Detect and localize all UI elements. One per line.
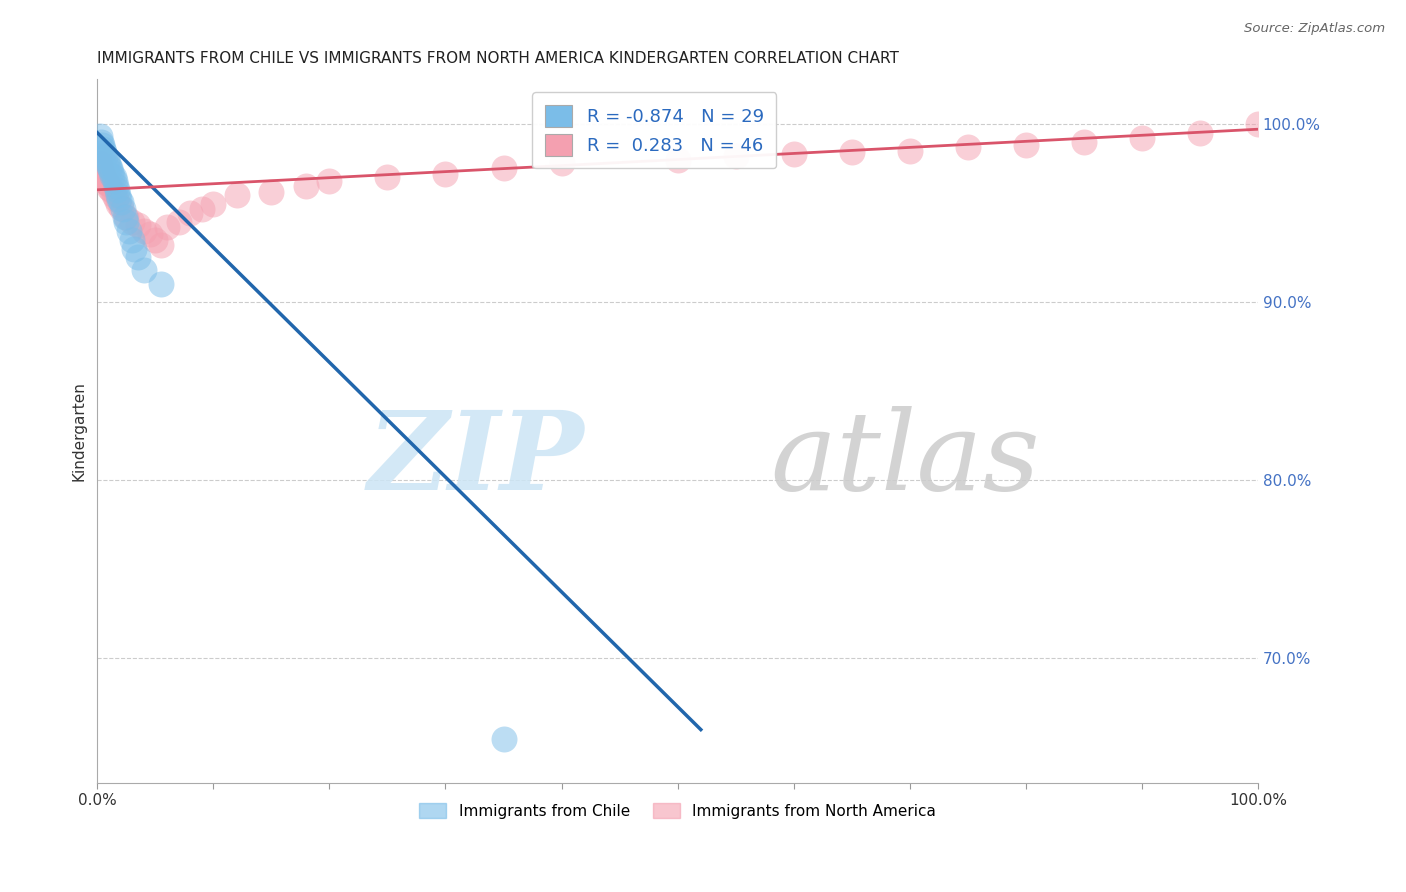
Legend: Immigrants from Chile, Immigrants from North America: Immigrants from Chile, Immigrants from N… <box>413 797 942 825</box>
Point <box>101 169 124 183</box>
Point <box>100 183 122 197</box>
Point <box>179 206 201 220</box>
Text: ZIP: ZIP <box>368 406 585 513</box>
Point <box>91 142 114 156</box>
Point <box>956 140 979 154</box>
Point <box>93 170 115 185</box>
Point <box>115 210 138 224</box>
Point <box>97 160 120 174</box>
Point <box>121 233 143 247</box>
Point <box>107 197 129 211</box>
Point <box>145 233 167 247</box>
Point <box>96 176 118 190</box>
Point <box>434 167 457 181</box>
Point <box>97 178 120 192</box>
Point <box>90 161 112 176</box>
Point <box>89 156 111 170</box>
Point <box>492 731 515 746</box>
Point <box>898 144 921 158</box>
Point <box>666 153 689 167</box>
Point <box>492 161 515 176</box>
Point <box>105 183 128 197</box>
Point <box>104 179 127 194</box>
Point <box>1130 131 1153 145</box>
Point <box>115 215 138 229</box>
Point <box>150 277 173 292</box>
Point <box>103 170 125 185</box>
Point <box>97 181 120 195</box>
Point <box>111 202 134 217</box>
Point <box>87 149 110 163</box>
Point <box>91 165 114 179</box>
Point <box>225 188 247 202</box>
Point <box>124 242 146 256</box>
Point <box>110 195 132 210</box>
Point <box>91 169 114 183</box>
Point <box>94 174 117 188</box>
Text: IMMIGRANTS FROM CHILE VS IMMIGRANTS FROM NORTH AMERICA KINDERGARTEN CORRELATION : IMMIGRANTS FROM CHILE VS IMMIGRANTS FROM… <box>97 51 900 66</box>
Point <box>97 156 120 170</box>
Point <box>132 263 155 277</box>
Point <box>110 201 132 215</box>
Point <box>94 149 117 163</box>
Text: Source: ZipAtlas.com: Source: ZipAtlas.com <box>1244 22 1385 36</box>
Point <box>91 138 114 153</box>
Point <box>1188 126 1211 140</box>
Point <box>104 192 127 206</box>
Point <box>118 224 141 238</box>
Point <box>96 153 118 167</box>
Point <box>93 145 115 160</box>
Point <box>318 174 340 188</box>
Point <box>138 227 160 242</box>
Point <box>103 188 125 202</box>
Point <box>260 185 283 199</box>
Point <box>107 188 129 202</box>
Point <box>89 129 111 144</box>
Point <box>202 197 225 211</box>
Point <box>108 192 131 206</box>
Point <box>295 179 318 194</box>
Text: atlas: atlas <box>770 406 1040 513</box>
Point <box>104 174 127 188</box>
Point <box>550 156 572 170</box>
Point <box>167 215 190 229</box>
Point <box>127 219 149 233</box>
Point <box>156 220 179 235</box>
Point <box>98 161 121 176</box>
Point <box>127 251 149 265</box>
Point <box>100 165 122 179</box>
Point <box>132 224 155 238</box>
Point <box>1247 117 1270 131</box>
Point <box>782 147 804 161</box>
Point <box>90 135 112 149</box>
Point <box>377 170 399 185</box>
Point <box>724 149 747 163</box>
Point <box>1073 135 1095 149</box>
Point <box>1015 138 1038 153</box>
Point <box>841 145 863 160</box>
Point <box>150 238 173 252</box>
Y-axis label: Kindergarten: Kindergarten <box>72 381 86 481</box>
Point <box>114 210 136 224</box>
Point <box>121 215 143 229</box>
Point <box>191 202 214 217</box>
